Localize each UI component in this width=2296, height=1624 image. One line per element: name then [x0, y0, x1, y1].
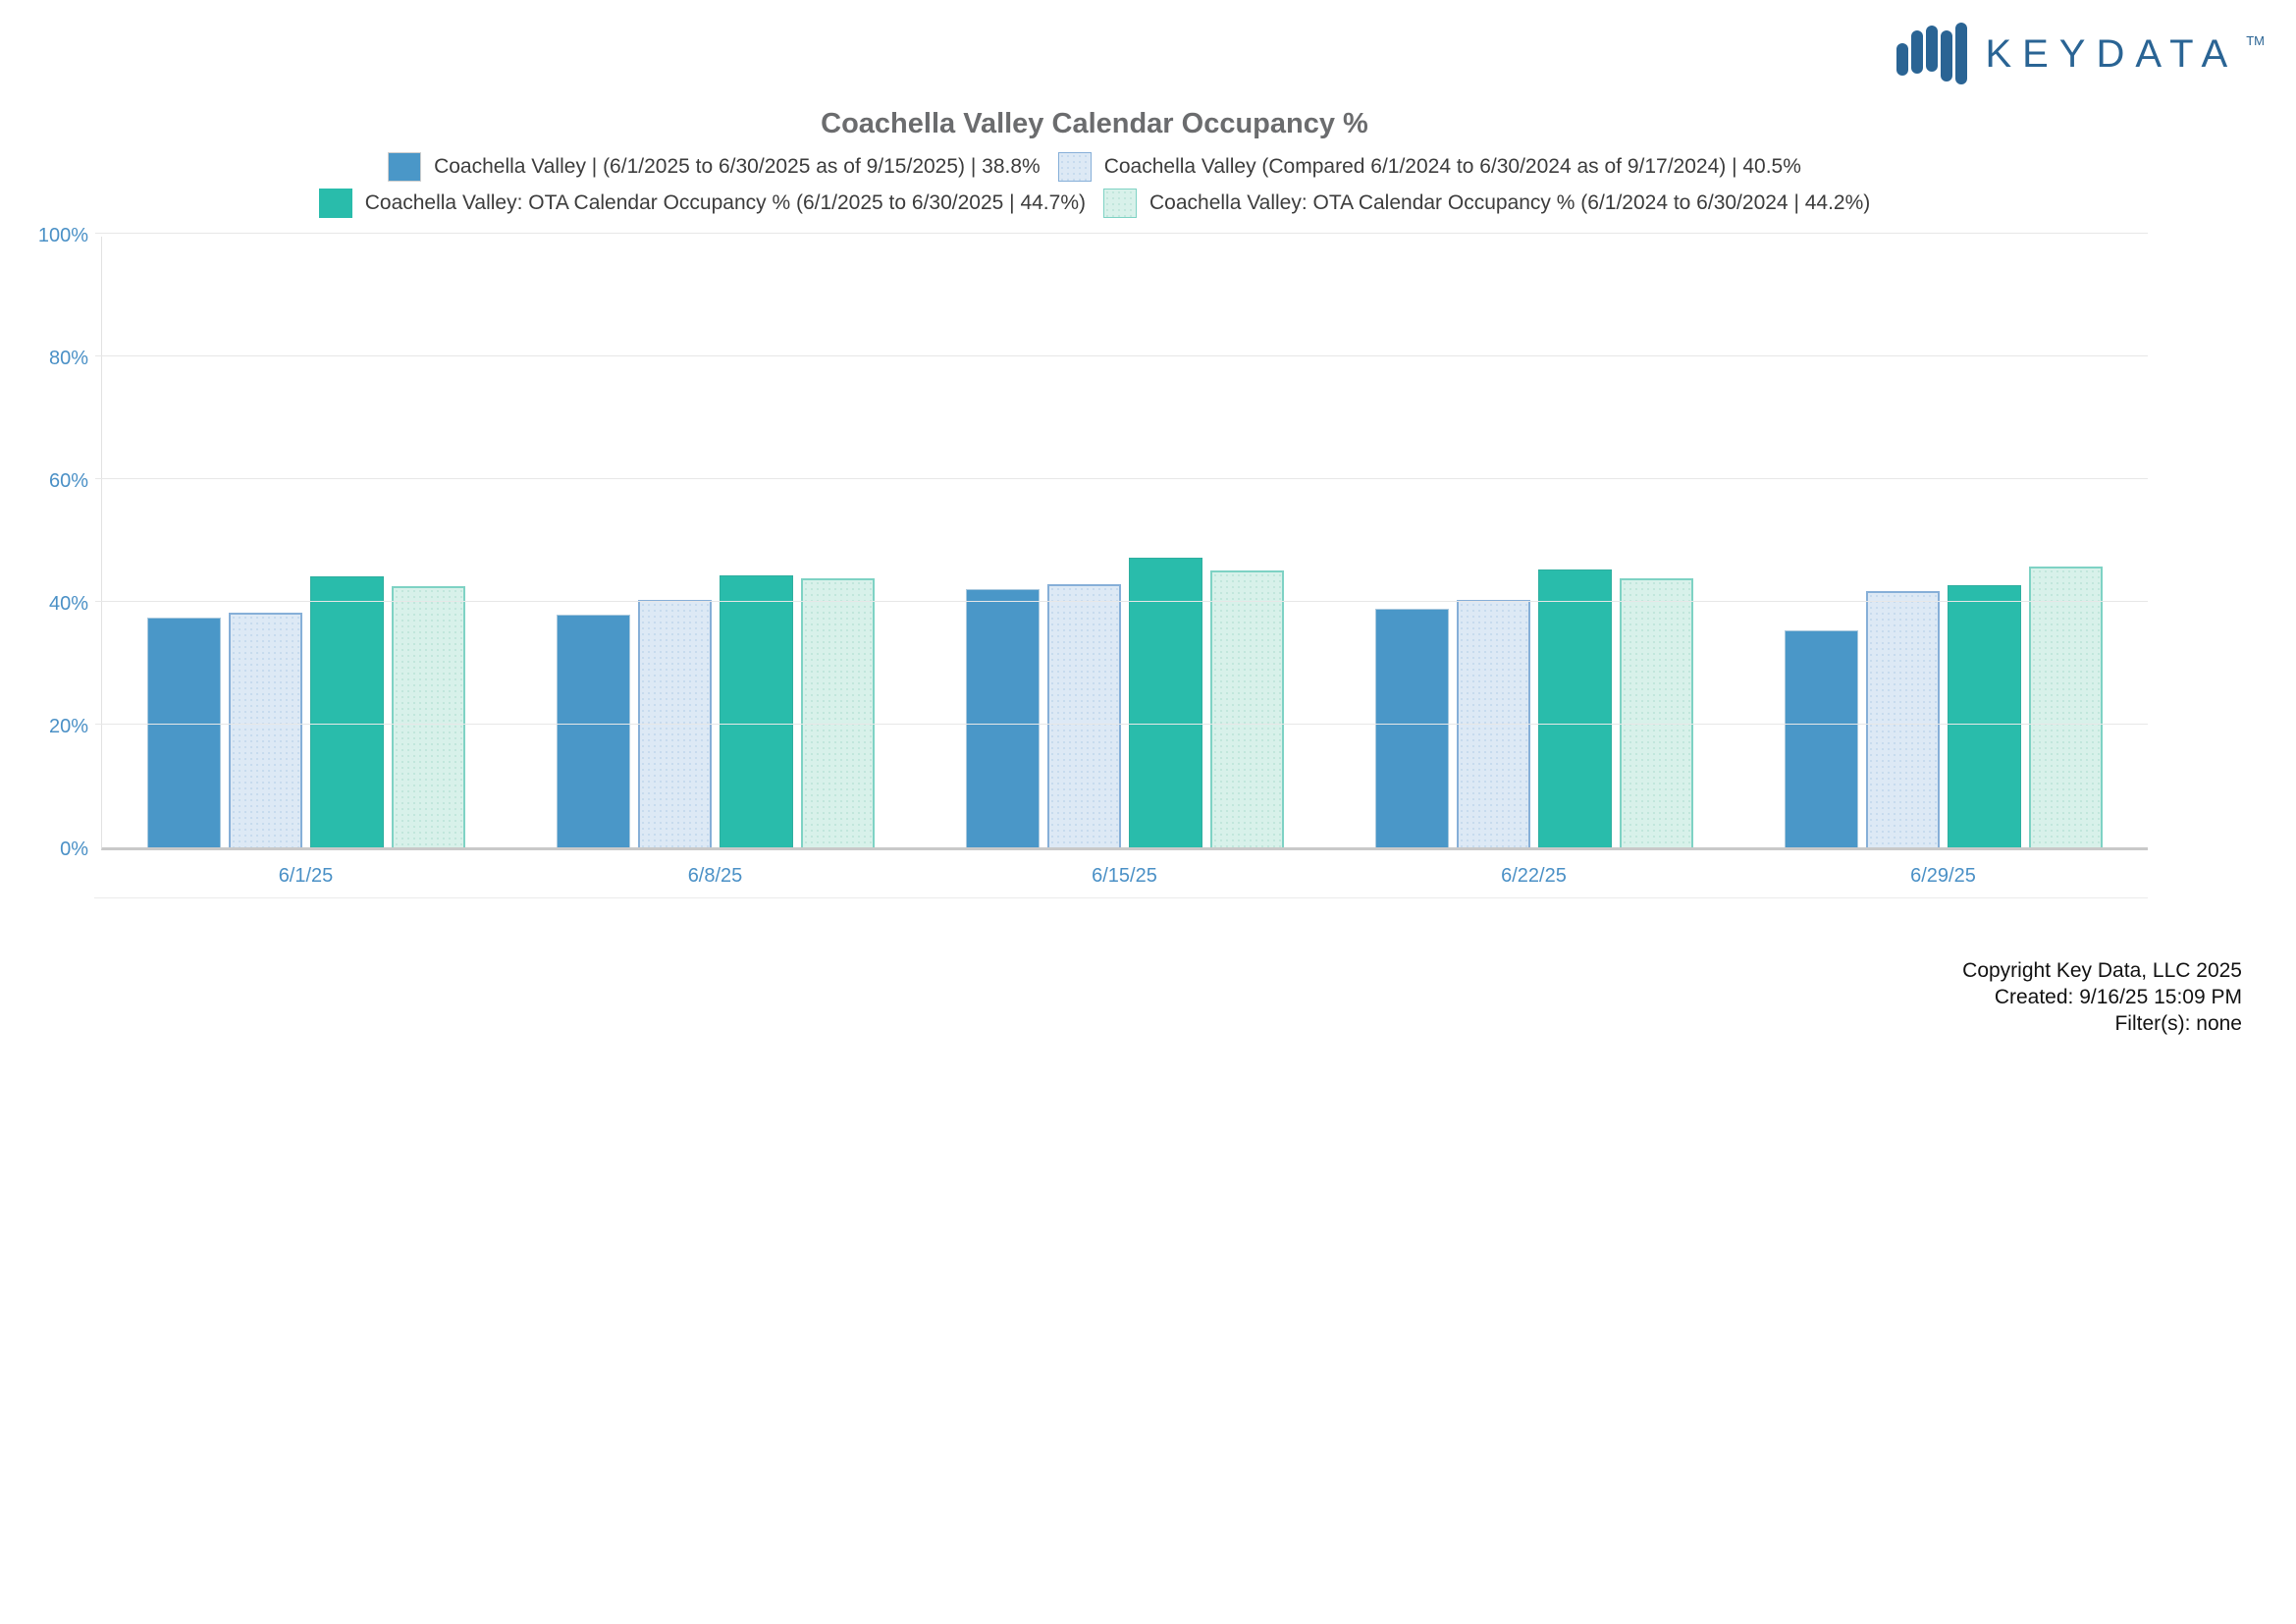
y-axis-label-0: 0%: [60, 839, 88, 860]
chart-header: Coachella Valley Calendar Occupancy % Co…: [0, 0, 2189, 218]
chart-bottom-divider: [94, 897, 2148, 898]
bar-group-6/29/25: [1738, 237, 2148, 847]
gridline-60: [95, 478, 2148, 479]
keydata-trademark: TM: [2246, 32, 2265, 48]
y-axis-label-60: 60%: [48, 470, 88, 492]
legend-label: Coachella Valley: OTA Calendar Occupancy…: [364, 191, 1086, 214]
bar-series1-6/29/25[interactable]: [1784, 630, 1858, 847]
bar-series3-6/1/25[interactable]: [310, 575, 385, 847]
bar-series1-6/8/25[interactable]: [557, 615, 631, 847]
legend-label: Coachella Valley | (6/1/2025 to 6/30/202…: [434, 155, 1041, 178]
y-axis-label-40: 40%: [48, 593, 88, 615]
y-axis-label-20: 20%: [48, 716, 88, 737]
chart-area: 0% 20% 40% 60% 80% 100% 6/1/25 6/8/25 6/15/25 6/…: [0, 225, 2296, 924]
x-axis-label-6/29/25: 6/29/25: [1910, 865, 1976, 887]
bar-group-6/8/25: [511, 237, 921, 847]
plot-area: [95, 233, 2148, 850]
x-axis-label-6/8/25: 6/8/25: [687, 865, 743, 887]
chart-legend: Coachella Valley | (6/1/2025 to 6/30/202…: [0, 152, 2189, 218]
legend-item-series4[interactable]: Coachella Valley: OTA Calendar Occupancy…: [1103, 189, 1870, 218]
chart-title: Coachella Valley Calendar Occupancy %: [821, 108, 1368, 139]
gridline-100: [95, 233, 2148, 234]
legend-item-series1[interactable]: Coachella Valley | (6/1/2025 to 6/30/202…: [388, 152, 1041, 182]
bar-group-6/1/25: [102, 237, 511, 847]
bar-series4-6/29/25[interactable]: [2028, 567, 2103, 847]
keydata-bars-icon: [1896, 22, 1969, 86]
x-axis: 6/1/25 6/8/25 6/15/25 6/22/25 6/29/25: [101, 865, 2148, 888]
legend-swatch: [1103, 189, 1137, 218]
bar-series3-6/22/25[interactable]: [1537, 568, 1612, 847]
bar-series1-6/15/25[interactable]: [965, 588, 1040, 847]
bar-series2-6/1/25[interactable]: [229, 613, 303, 847]
legend-swatch: [1057, 152, 1092, 182]
bar-series3-6/8/25[interactable]: [720, 575, 794, 847]
x-axis-label-6/1/25: 6/1/25: [278, 865, 334, 887]
bar-group-6/15/25: [921, 237, 1330, 847]
y-axis-label-100: 100%: [37, 225, 88, 246]
legend-row-2: Coachella Valley: OTA Calendar Occupancy…: [318, 189, 1870, 218]
bar-series4-6/8/25[interactable]: [801, 578, 876, 847]
gridline-20: [95, 724, 2148, 725]
legend-swatch: [388, 152, 422, 182]
bar-series4-6/22/25[interactable]: [1619, 577, 1693, 847]
legend-row-1: Coachella Valley | (6/1/2025 to 6/30/202…: [388, 152, 1801, 182]
legend-item-series3[interactable]: Coachella Valley: OTA Calendar Occupancy…: [318, 189, 1086, 218]
gridline-40: [95, 601, 2148, 602]
legend-swatch: [318, 189, 352, 218]
x-axis-label-6/22/25: 6/22/25: [1501, 865, 1567, 887]
report-footer: Copyright Key Data, LLC 2025 Created: 9/…: [1962, 957, 2242, 1037]
legend-item-series2[interactable]: Coachella Valley (Compared 6/1/2024 to 6…: [1057, 152, 1801, 182]
keydata-logo: KEYDATA TM: [1896, 22, 2272, 86]
bar-series1-6/1/25[interactable]: [147, 617, 222, 847]
y-axis-label-80: 80%: [48, 348, 88, 369]
bar-series3-6/15/25[interactable]: [1128, 558, 1202, 847]
legend-label: Coachella Valley: OTA Calendar Occupancy…: [1149, 191, 1871, 214]
x-axis-label-6/15/25: 6/15/25: [1092, 865, 1157, 887]
created-line: Created: 9/16/25 15:09 PM: [1994, 986, 2242, 1008]
bar-series3-6/29/25[interactable]: [1947, 584, 2021, 847]
gridline-80: [95, 355, 2148, 356]
filters-line: Filter(s): none: [2114, 1012, 2242, 1035]
bar-series1-6/22/25[interactable]: [1374, 608, 1449, 847]
bar-series4-6/15/25[interactable]: [1209, 569, 1284, 847]
copyright-line: Copyright Key Data, LLC 2025: [1962, 959, 2242, 982]
legend-label: Coachella Valley (Compared 6/1/2024 to 6…: [1103, 155, 1801, 178]
bar-series2-6/15/25[interactable]: [1046, 583, 1121, 847]
bar-series4-6/1/25[interactable]: [392, 585, 466, 847]
keydata-logo-text: KEYDATA: [1985, 32, 2239, 76]
bar-series2-6/29/25[interactable]: [1865, 590, 1940, 847]
bar-group-6/22/25: [1329, 237, 1738, 847]
